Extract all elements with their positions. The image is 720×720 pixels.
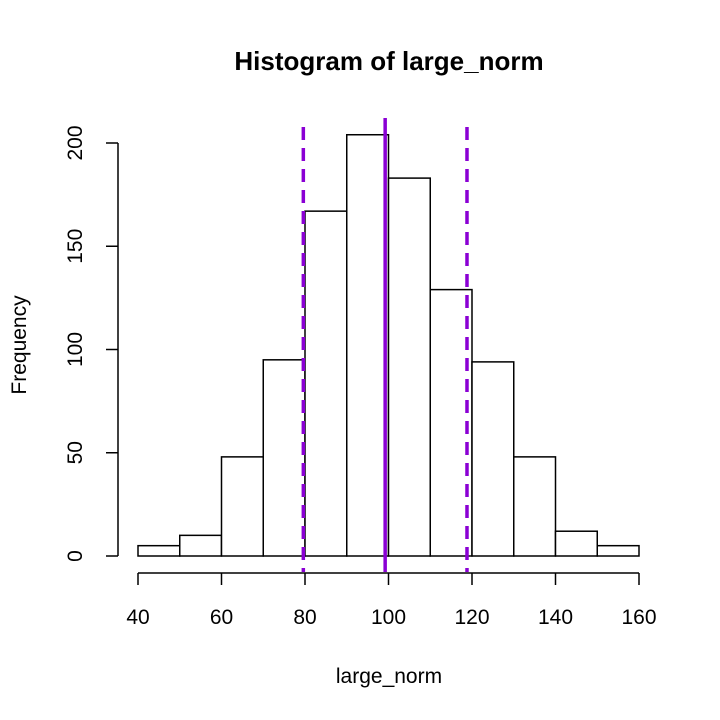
histogram-bar-150-160 <box>596 544 640 557</box>
histogram-bar-50-60 <box>179 534 223 557</box>
y-axis-label: Frequency <box>8 295 31 395</box>
x-tick-label-40: 40 <box>126 606 149 629</box>
histogram-bar-130-140 <box>513 456 557 557</box>
x-axis: 40 60 80 100 120 140 160 <box>126 572 657 629</box>
y-tick-label-50: 50 <box>64 441 87 464</box>
histogram-bar-120-130 <box>471 361 515 557</box>
y-tick-label-200: 200 <box>64 125 87 160</box>
x-axis-label: large_norm <box>336 665 442 688</box>
histogram-bar-90-100 <box>346 133 390 557</box>
x-tick-label-80: 80 <box>293 606 316 629</box>
x-tick-label-60: 60 <box>210 606 233 629</box>
x-tick-label-120: 120 <box>454 606 489 629</box>
y-tick-label-150: 150 <box>64 229 87 264</box>
y-tick-label-100: 100 <box>64 332 87 367</box>
histogram-bar-140-150 <box>554 530 598 557</box>
histogram-bar-80-90 <box>304 210 348 557</box>
histogram-bar-110-120 <box>429 288 473 557</box>
reference-lines-group <box>301 118 469 572</box>
x-tick-label-160: 160 <box>621 606 656 629</box>
x-tick-label-100: 100 <box>371 606 406 629</box>
y-tick-label-0: 0 <box>64 550 87 562</box>
histogram-bar-100-110 <box>387 177 431 557</box>
x-tick-label-140: 140 <box>538 606 573 629</box>
chart-title: Histogram of large_norm <box>234 46 543 76</box>
bars-group <box>137 133 640 557</box>
y-axis: 0 50 100 150 200 <box>64 125 119 562</box>
histogram-bar-40-50 <box>137 544 181 557</box>
histogram-bar-70-80 <box>262 359 306 557</box>
histogram-bar-60-70 <box>220 456 264 557</box>
